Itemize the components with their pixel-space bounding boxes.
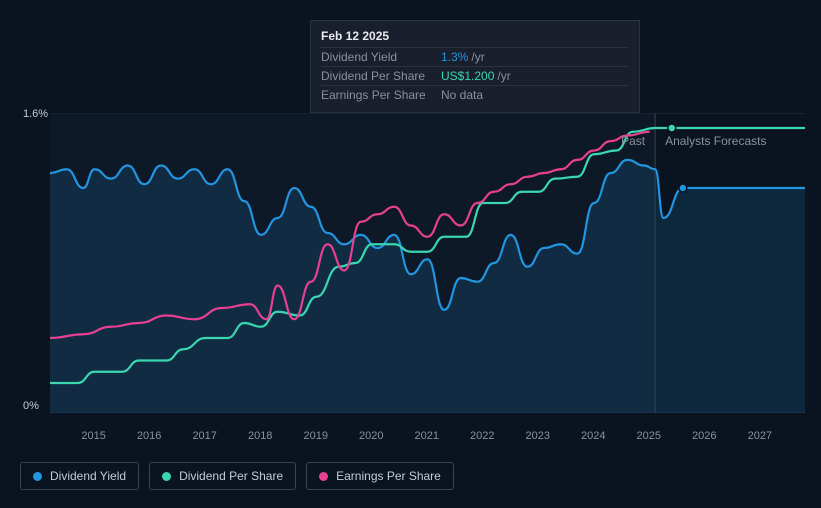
tooltip-row: Dividend Per ShareUS$1.200/yr — [321, 66, 629, 85]
x-axis-tick: 2019 — [303, 430, 327, 442]
legend-label: Earnings Per Share — [336, 469, 441, 483]
tooltip-row: Dividend Yield1.3%/yr — [321, 47, 629, 66]
y-axis-max: 1.6% — [23, 108, 48, 120]
legend-dot — [319, 472, 328, 481]
chart-tooltip: Feb 12 2025 Dividend Yield1.3%/yrDividen… — [310, 20, 640, 113]
x-axis-tick: 2016 — [137, 430, 161, 442]
x-axis-tick: 2024 — [581, 430, 605, 442]
legend-dividend-yield[interactable]: Dividend Yield — [20, 462, 139, 490]
tooltip-suffix: /yr — [497, 69, 510, 83]
legend-label: Dividend Yield — [50, 469, 126, 483]
x-axis-tick: 2027 — [748, 430, 772, 442]
legend-dot — [162, 472, 171, 481]
x-axis-tick: 2020 — [359, 430, 383, 442]
tooltip-suffix: /yr — [471, 50, 484, 64]
tooltip-metric-value: No data — [441, 88, 483, 102]
chart-area: 1.6% 0% — [20, 108, 806, 413]
tooltip-metric-value: US$1.200 — [441, 69, 494, 83]
tooltip-metric-label: Earnings Per Share — [321, 88, 441, 102]
chart-svg[interactable] — [50, 113, 805, 413]
tooltip-row: Earnings Per ShareNo data — [321, 85, 629, 104]
x-axis-tick: 2022 — [470, 430, 494, 442]
x-axis-tick: 2025 — [637, 430, 661, 442]
legend-earnings-per-share[interactable]: Earnings Per Share — [306, 462, 454, 490]
past-label: Past — [621, 134, 645, 148]
x-axis-tick: 2021 — [415, 430, 439, 442]
legend-dot — [33, 472, 42, 481]
tooltip-metric-label: Dividend Yield — [321, 50, 441, 64]
legend-label: Dividend Per Share — [179, 469, 283, 483]
forecast-label: Analysts Forecasts — [665, 134, 766, 148]
x-axis-tick: 2023 — [526, 430, 550, 442]
x-axis-tick: 2018 — [248, 430, 272, 442]
tooltip-metric-value: 1.3% — [441, 50, 468, 64]
tooltip-date: Feb 12 2025 — [321, 29, 629, 47]
x-axis-tick: 2017 — [192, 430, 216, 442]
x-axis: 2015 2016 2017 2018 2019 2020 2021 2022 2023 2024… — [50, 430, 806, 450]
x-axis-tick: 2015 — [81, 430, 105, 442]
legend: Dividend Yield Dividend Per Share Earnin… — [20, 462, 454, 490]
tooltip-metric-label: Dividend Per Share — [321, 69, 441, 83]
legend-dividend-per-share[interactable]: Dividend Per Share — [149, 462, 296, 490]
x-axis-tick: 2026 — [692, 430, 716, 442]
y-axis-min: 0% — [23, 400, 39, 412]
